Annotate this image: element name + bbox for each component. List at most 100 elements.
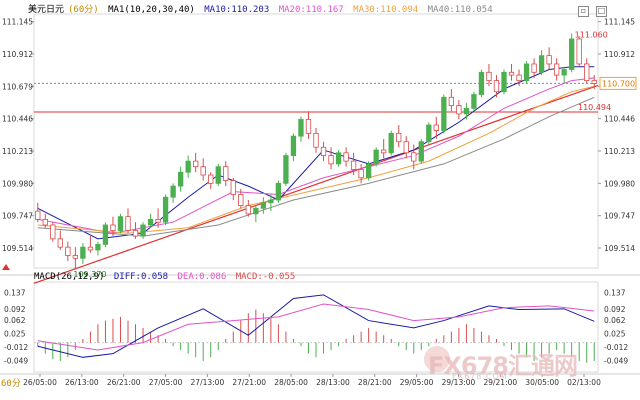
candle-body — [72, 255, 79, 259]
x-tick-label: 26/21:00 — [107, 378, 141, 387]
candle-body — [523, 63, 530, 82]
x-tick-label: 30/05:00 — [525, 378, 559, 387]
y-tick-label-right: 110.446 — [604, 115, 635, 124]
candle — [591, 75, 597, 89]
candle — [320, 141, 327, 162]
low-label: 109.370 — [73, 270, 106, 279]
watermark: FX678汇通网 — [428, 352, 578, 380]
maximize-icon[interactable]: □ — [596, 6, 607, 17]
candle-body — [245, 205, 251, 215]
candle — [456, 100, 462, 120]
candle — [230, 177, 236, 200]
candle — [200, 158, 206, 181]
candle — [132, 222, 139, 239]
candle-body — [591, 80, 597, 84]
candle — [441, 94, 447, 134]
candle-body — [493, 80, 500, 93]
candle-body — [125, 216, 131, 231]
ma-line-ma20 — [37, 77, 595, 234]
candle-body — [320, 146, 327, 156]
candle — [238, 188, 244, 209]
candle-body — [132, 230, 139, 237]
candle — [448, 88, 455, 112]
candle — [57, 230, 63, 250]
candle — [140, 222, 146, 239]
y-tick-label-right: 109.747 — [604, 212, 635, 221]
period-badge[interactable]: 60分 — [1, 379, 21, 389]
candle — [335, 150, 342, 167]
candle — [523, 61, 530, 84]
candle — [208, 172, 214, 189]
candle-body — [456, 105, 462, 115]
ma-label: MA1(10,20,30,40) — [108, 5, 195, 15]
ma40-value: MA40:110.054 — [427, 5, 493, 15]
ma10-value: MA10:110.203 — [204, 5, 270, 15]
candle-body — [426, 124, 432, 143]
macd-value: MACD:-0.055 — [235, 272, 296, 282]
candle — [538, 50, 545, 76]
macd-y-tick-label-left: -0.012 — [4, 343, 28, 352]
candle — [283, 152, 289, 187]
candle-body — [516, 74, 522, 82]
candle-body — [238, 194, 244, 206]
candle-body — [313, 132, 319, 148]
candle-body — [478, 71, 485, 95]
period-label[interactable]: (60分) — [68, 5, 99, 15]
candle-body — [57, 238, 63, 248]
candle-body — [538, 55, 545, 73]
candle-body — [170, 185, 176, 198]
macd-y-tick-label-left: 0.137 — [4, 288, 26, 297]
candle — [223, 161, 229, 187]
candle — [275, 180, 282, 203]
candle-body — [117, 216, 124, 231]
x-tick-label: 29/21:00 — [483, 378, 517, 387]
macd-y-tick-label-left: 0.092 — [4, 305, 26, 314]
candle — [155, 208, 161, 228]
candle — [373, 147, 379, 167]
candle — [396, 125, 402, 148]
candle-body — [441, 96, 447, 131]
candle — [561, 66, 567, 84]
candle — [117, 213, 124, 234]
macd-label: MACD(26,12,9) — [34, 272, 105, 282]
candle-body — [396, 132, 402, 143]
candle-body — [283, 155, 289, 184]
candle — [516, 69, 522, 87]
horizontal-level-label: 110.494 — [578, 103, 611, 112]
candle — [343, 147, 349, 167]
symbol-label: 美元日元 — [28, 5, 65, 15]
y-tick-label-right: 110.912 — [604, 50, 635, 59]
macd-y-tick-label-right: 0.137 — [604, 288, 626, 297]
candle-body — [569, 38, 575, 70]
candle-body — [546, 55, 552, 65]
candle-body — [463, 107, 470, 115]
candle-body — [177, 171, 184, 187]
candle-body — [486, 71, 492, 82]
x-tick-label: 29/05:00 — [400, 378, 434, 387]
ma-line-ma40 — [37, 96, 595, 237]
candle-body — [553, 63, 560, 76]
candle — [215, 163, 221, 187]
candle-body — [350, 160, 357, 170]
candle-body — [290, 135, 297, 156]
candle-body — [365, 163, 372, 179]
dea-value: DEA:0.086 — [177, 272, 227, 282]
restore-icon[interactable]: ▫ — [578, 6, 589, 17]
watermark-sub: FX678.COM — [452, 372, 508, 381]
diff-value: DIFF:0.058 — [113, 272, 169, 282]
ma-line-ma30 — [37, 85, 595, 234]
candle-body — [343, 152, 349, 162]
x-tick-label: 28/21:00 — [358, 378, 392, 387]
candle — [388, 130, 394, 156]
candle-body — [275, 182, 282, 201]
candle — [253, 205, 259, 223]
candle-body — [162, 196, 169, 223]
candle — [125, 208, 131, 234]
macd-marker-icon — [2, 264, 10, 270]
candle-body — [87, 246, 94, 251]
candle — [268, 194, 274, 212]
macd-y-tick-label-right: 0.025 — [604, 329, 626, 338]
x-tick-label: 28/13:00 — [316, 378, 350, 387]
candle — [193, 152, 199, 173]
